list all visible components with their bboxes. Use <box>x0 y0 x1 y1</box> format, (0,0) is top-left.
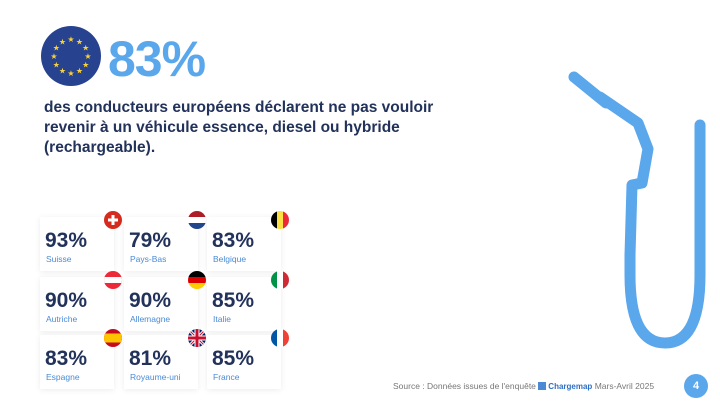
flag-ch-icon <box>104 211 122 229</box>
country-percent: 93% <box>45 229 88 252</box>
star-icon: ★ <box>76 67 83 76</box>
flag-nl-icon <box>188 211 206 229</box>
country-card-be: 83% Belgique <box>207 211 289 271</box>
country-name: France <box>213 372 240 382</box>
flag-at-icon <box>104 271 122 289</box>
country-name: Autriche <box>46 314 78 324</box>
survey-period: Mars-Avril 2025 <box>594 381 655 391</box>
country-percent: 83% <box>45 347 88 370</box>
flag-fr-icon <box>271 329 289 347</box>
headline-text: des conducteurs européens déclarent ne p… <box>44 99 434 156</box>
country-card-at: 90% Autriche <box>40 271 122 331</box>
country-card-nl: 79% Pays-Bas <box>124 211 206 271</box>
headline-percent: 83% <box>108 31 206 87</box>
country-name: Royaume-uni <box>130 372 181 382</box>
country-card-ch: 93% Suisse <box>40 211 122 271</box>
star-icon: ★ <box>84 52 91 61</box>
country-name: Espagne <box>46 372 80 382</box>
star-icon: ★ <box>76 37 83 46</box>
star-icon: ★ <box>50 52 57 61</box>
star-icon: ★ <box>53 61 60 70</box>
country-name: Allemagne <box>130 314 171 324</box>
eu-flag-icon: ★ ★★★★★★★★★★★ <box>41 26 101 86</box>
country-percent: 83% <box>212 229 255 252</box>
country-percent: 79% <box>129 229 172 252</box>
country-card-gb: 81% Royaume-uni <box>124 329 206 389</box>
country-name: Belgique <box>213 254 247 264</box>
source-text: Source : Données issues de l'enquête <box>393 381 536 391</box>
country-card-es: 83% Espagne <box>40 329 122 389</box>
flag-de-icon <box>188 271 206 289</box>
country-name: Pays-Bas <box>130 254 167 264</box>
country-name: Suisse <box>46 254 72 264</box>
chargemap-logo: Chargemap <box>538 382 592 391</box>
brand-name: Chargemap <box>548 382 593 391</box>
country-card-de: 90% Allemagne <box>124 271 206 331</box>
fuel-pump-icon <box>568 71 706 349</box>
country-percent: 85% <box>212 289 255 312</box>
star-icon: ★ <box>67 69 74 78</box>
flag-gb-icon <box>188 329 206 347</box>
flag-es-icon <box>104 329 122 347</box>
country-percent: 90% <box>129 289 172 312</box>
country-percent: 90% <box>45 289 88 312</box>
flag-be-icon <box>271 211 289 229</box>
flag-it-icon <box>271 271 289 289</box>
page-number: 4 <box>684 374 708 398</box>
star-icon: ★ <box>59 67 66 76</box>
country-percent: 81% <box>129 347 172 370</box>
source-note: Source : Données issues de l'enquête Cha… <box>393 381 654 391</box>
country-name: Italie <box>213 314 231 324</box>
country-percent: 85% <box>212 347 255 370</box>
star-icon: ★ <box>82 61 89 70</box>
country-card-fr: 85% France <box>207 329 289 389</box>
country-card-it: 85% Italie <box>207 271 289 331</box>
star-icon: ★ <box>82 44 89 53</box>
star-icon: ★ <box>67 35 74 44</box>
star-icon: ★ <box>53 44 60 53</box>
star-icon: ★ <box>59 37 66 46</box>
